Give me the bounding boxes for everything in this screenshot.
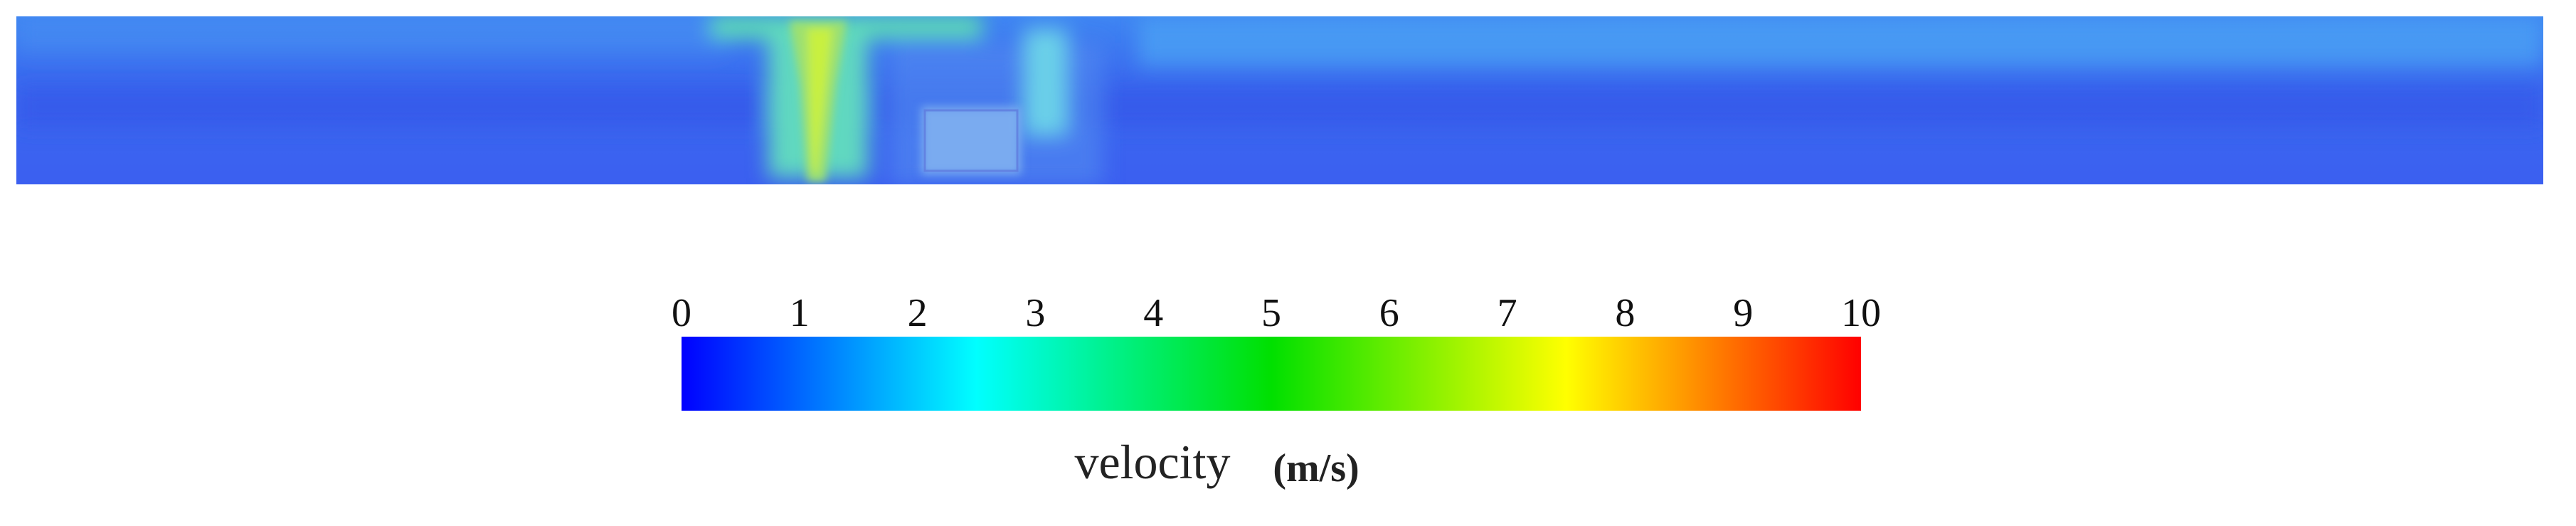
- tick-label: 1: [790, 291, 810, 335]
- tick-label: 6: [1379, 291, 1399, 335]
- tick-label: 10: [1841, 291, 1881, 335]
- tick-label: 4: [1143, 291, 1163, 335]
- tick-label: 2: [908, 291, 928, 335]
- tick-label: 9: [1733, 291, 1753, 335]
- colorbar-ticks: 0 1 2 3 4 5 6 7 8 9 10: [672, 291, 1881, 335]
- tick-label: 5: [1261, 291, 1281, 335]
- tick-label: 8: [1615, 291, 1635, 335]
- tick-label: 0: [672, 291, 691, 335]
- colorbar-label: velocity: [1074, 435, 1230, 489]
- tick-label: 3: [1025, 291, 1045, 335]
- tick-label: 7: [1498, 291, 1517, 335]
- colorbar: [682, 337, 1861, 411]
- velocity-field: [16, 16, 2543, 184]
- colorbar-unit: (m/s): [1273, 446, 1359, 490]
